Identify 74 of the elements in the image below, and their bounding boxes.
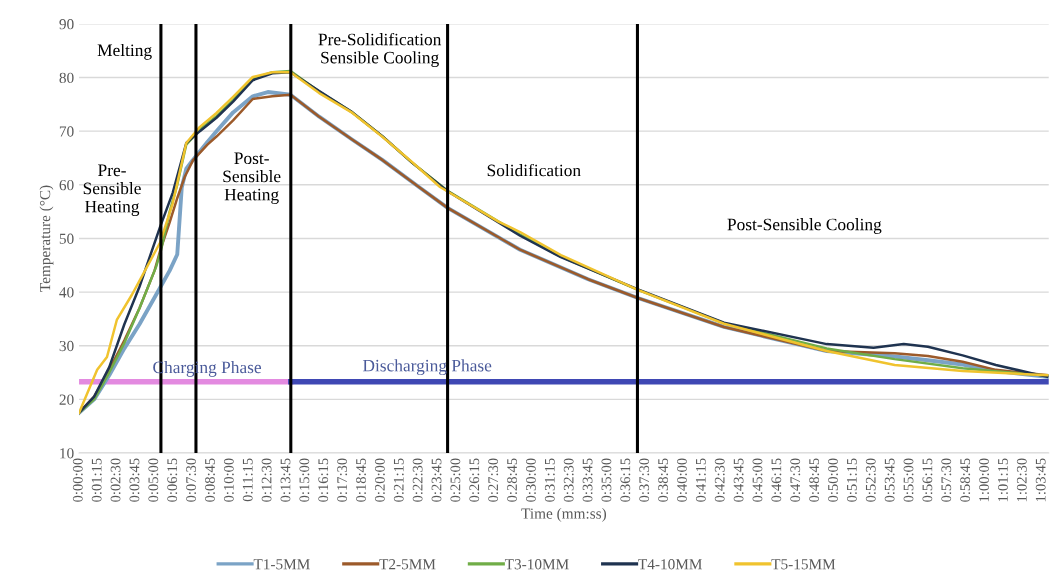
x-tick-label: 0:18:45 bbox=[356, 458, 366, 502]
annotation: Melting bbox=[97, 43, 152, 60]
y-tick-label: 90 bbox=[59, 19, 74, 30]
y-tick-label: 40 bbox=[59, 287, 74, 298]
x-tick-label: 0:20:00 bbox=[374, 458, 385, 502]
x-tick-label: 1:02:30 bbox=[1016, 458, 1027, 502]
x-tick-label: 0:35:00 bbox=[601, 458, 612, 502]
x-tick-label: 0:00:00 bbox=[72, 458, 83, 502]
x-tick-label: 0:55:00 bbox=[903, 458, 914, 502]
x-tick-label: 0:05:00 bbox=[148, 458, 159, 502]
x-tick-label: 0:32:30 bbox=[563, 458, 574, 502]
x-tick-label: 0:26:15 bbox=[469, 458, 480, 502]
x-tick-label: 0:42:30 bbox=[714, 458, 725, 502]
annotation: Solidification bbox=[487, 163, 581, 177]
x-tick-label: 0:27:30 bbox=[488, 458, 499, 502]
x-tick-label: 0:45:00 bbox=[752, 458, 763, 502]
x-tick-label: 0:01:15 bbox=[91, 458, 102, 502]
x-tick-label: 0:53:45 bbox=[884, 458, 895, 502]
annotation: Pre- Sensible Heating bbox=[83, 164, 141, 217]
x-tick-label: 0:30:00 bbox=[525, 458, 536, 502]
x-tick-label: 0:48:45 bbox=[809, 458, 820, 502]
legend-label: T1-5MM bbox=[253, 559, 310, 570]
x-tick-label: 0:33:45 bbox=[582, 458, 593, 502]
y-tick-label: 60 bbox=[59, 179, 74, 191]
x-tick-label: 1:00:00 bbox=[979, 458, 990, 502]
x-tick-label: 0:11:15 bbox=[242, 458, 253, 502]
x-tick-label: 0:25:00 bbox=[450, 458, 461, 502]
x-tick-label: 0:03:45 bbox=[129, 458, 140, 502]
x-tick-label: 0:22:30 bbox=[412, 458, 423, 502]
x-tick-label: 0:17:30 bbox=[337, 458, 348, 502]
legend-label: T2-5MM bbox=[379, 559, 436, 570]
x-tick-label: 0:08:45 bbox=[205, 458, 215, 502]
x-tick-label: 0:37:30 bbox=[639, 458, 650, 502]
y-tick-label: 70 bbox=[59, 126, 74, 137]
legend-label: T5-15MM bbox=[771, 559, 836, 570]
x-tick-label: 0:36:15 bbox=[620, 458, 631, 502]
x-tick-label: 0:43:45 bbox=[733, 458, 744, 502]
x-tick-label: 0:40:00 bbox=[677, 458, 687, 502]
y-axis-title: Temperature (°C) bbox=[39, 185, 54, 292]
x-tick-label: 0:16:15 bbox=[318, 458, 329, 502]
y-tick-label: 80 bbox=[59, 72, 74, 83]
x-tick-label: 0:13:45 bbox=[280, 458, 291, 502]
x-tick-label: 0:56:15 bbox=[922, 458, 933, 502]
x-tick-label: 0:58:45 bbox=[960, 458, 971, 502]
y-tick-label: 10 bbox=[60, 448, 74, 459]
x-tick-label: 0:28:45 bbox=[507, 458, 518, 502]
x-tick-label: 0:52:30 bbox=[865, 458, 876, 502]
x-tick-label: 1:03:45 bbox=[1035, 458, 1046, 502]
x-tick-label: 0:15:00 bbox=[299, 458, 310, 502]
legend-label: T4-10MM bbox=[638, 559, 702, 570]
x-tick-label: 0:02:30 bbox=[110, 458, 121, 502]
y-tick-label: 50 bbox=[59, 233, 74, 244]
x-tick-label: 0:31:15 bbox=[544, 458, 555, 502]
x-tick-label: 0:10:00 bbox=[223, 458, 234, 502]
x-tick-label: 0:12:30 bbox=[261, 458, 272, 502]
x-tick-label: 0:50:00 bbox=[828, 458, 838, 502]
x-tick-label: 0:46:15 bbox=[771, 458, 782, 502]
annotation: Post- Sensible Heating bbox=[223, 152, 281, 204]
y-tick-label: 30 bbox=[59, 340, 74, 352]
annotation: Post-Sensible Cooling bbox=[727, 218, 882, 234]
x-tick-label: 1:01:15 bbox=[997, 458, 1008, 502]
x-tick-label: 0:41:15 bbox=[695, 458, 706, 502]
x-tick-label: 0:21:15 bbox=[393, 458, 404, 502]
x-tick-label: 0:38:45 bbox=[658, 458, 669, 502]
x-tick-label: 0:07:30 bbox=[186, 458, 197, 502]
x-tick-label: 0:23:45 bbox=[431, 458, 442, 502]
x-axis-title: Time (mm:ss) bbox=[521, 507, 607, 522]
x-tick-label: 0:06:15 bbox=[167, 458, 178, 502]
legend-label: T3-10MM bbox=[504, 559, 569, 570]
annotation: Pre-Solidification Sensible Cooling bbox=[318, 32, 442, 68]
x-tick-label: 0:47:30 bbox=[790, 458, 801, 502]
x-tick-label: 0:51:15 bbox=[846, 458, 857, 502]
x-tick-label: 0:57:30 bbox=[941, 458, 952, 502]
y-tick-label: 20 bbox=[59, 394, 74, 405]
